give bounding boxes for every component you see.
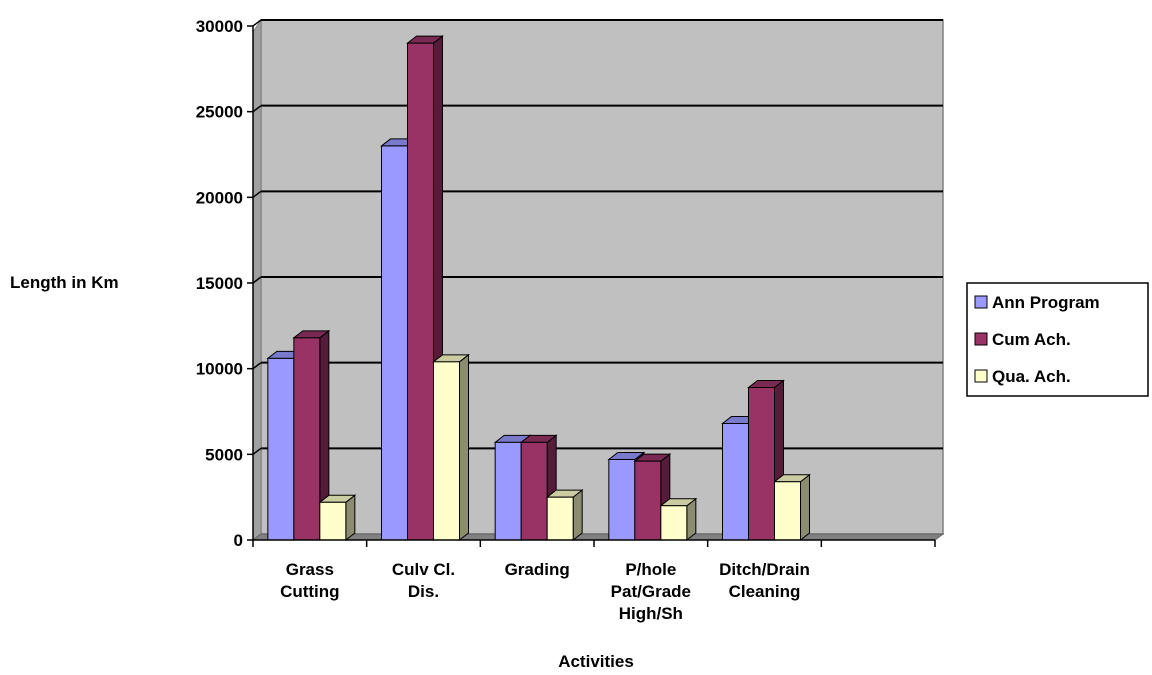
bars [266, 35, 811, 542]
legend-swatch [974, 295, 988, 309]
plot-walls [251, 18, 945, 541]
x-category-label: Culv Cl. Dis. [392, 560, 455, 601]
gridline-side [252, 362, 262, 370]
bar [773, 473, 811, 542]
floor [251, 533, 945, 541]
legend-swatch [974, 369, 988, 383]
y-tick-label: 10000 [196, 360, 243, 379]
gridline-side [252, 190, 262, 198]
x-category-label: Grading [505, 560, 570, 579]
y-tick-label: 15000 [196, 274, 243, 293]
x-category-label: Grass Cutting [280, 560, 339, 601]
legend-label: Cum Ach. [992, 330, 1071, 349]
gridlines [252, 19, 943, 455]
y-tick-labels: 0 5000 10000 15000 20000 25000 30000 [196, 17, 243, 550]
y-tick-label: 5000 [205, 445, 243, 464]
y-tick-label: 25000 [196, 103, 243, 122]
y-axis-title: Length in Km [10, 273, 119, 292]
x-category-label: Ditch/Drain Cleaning [719, 560, 810, 601]
x-category-label: P/hole Pat/Grade High/Sh [611, 560, 691, 623]
legend-label: Ann Program [992, 293, 1100, 312]
bar [318, 494, 357, 542]
legend-box [966, 282, 1149, 397]
legend-label: Qua. Ach. [992, 367, 1071, 386]
bar [545, 489, 584, 542]
gridline-side [252, 447, 262, 455]
x-axis-title: Activities [558, 652, 634, 671]
legend: Ann Program Cum Ach. Qua. Ach. [966, 282, 1149, 397]
y-tick-label: 20000 [196, 188, 243, 207]
bar [432, 353, 470, 542]
bar [659, 497, 698, 542]
gridline-side [252, 276, 262, 284]
x-category-labels: Grass Cutting Culv Cl. Dis. Grading P/hole Pat… [280, 560, 810, 623]
gridline-side [252, 105, 262, 113]
y-tick-label: 0 [234, 531, 243, 550]
gridline-side [252, 19, 262, 27]
y-tick-label: 30000 [196, 17, 243, 36]
axes [247, 25, 936, 547]
legend-swatch [974, 332, 988, 346]
